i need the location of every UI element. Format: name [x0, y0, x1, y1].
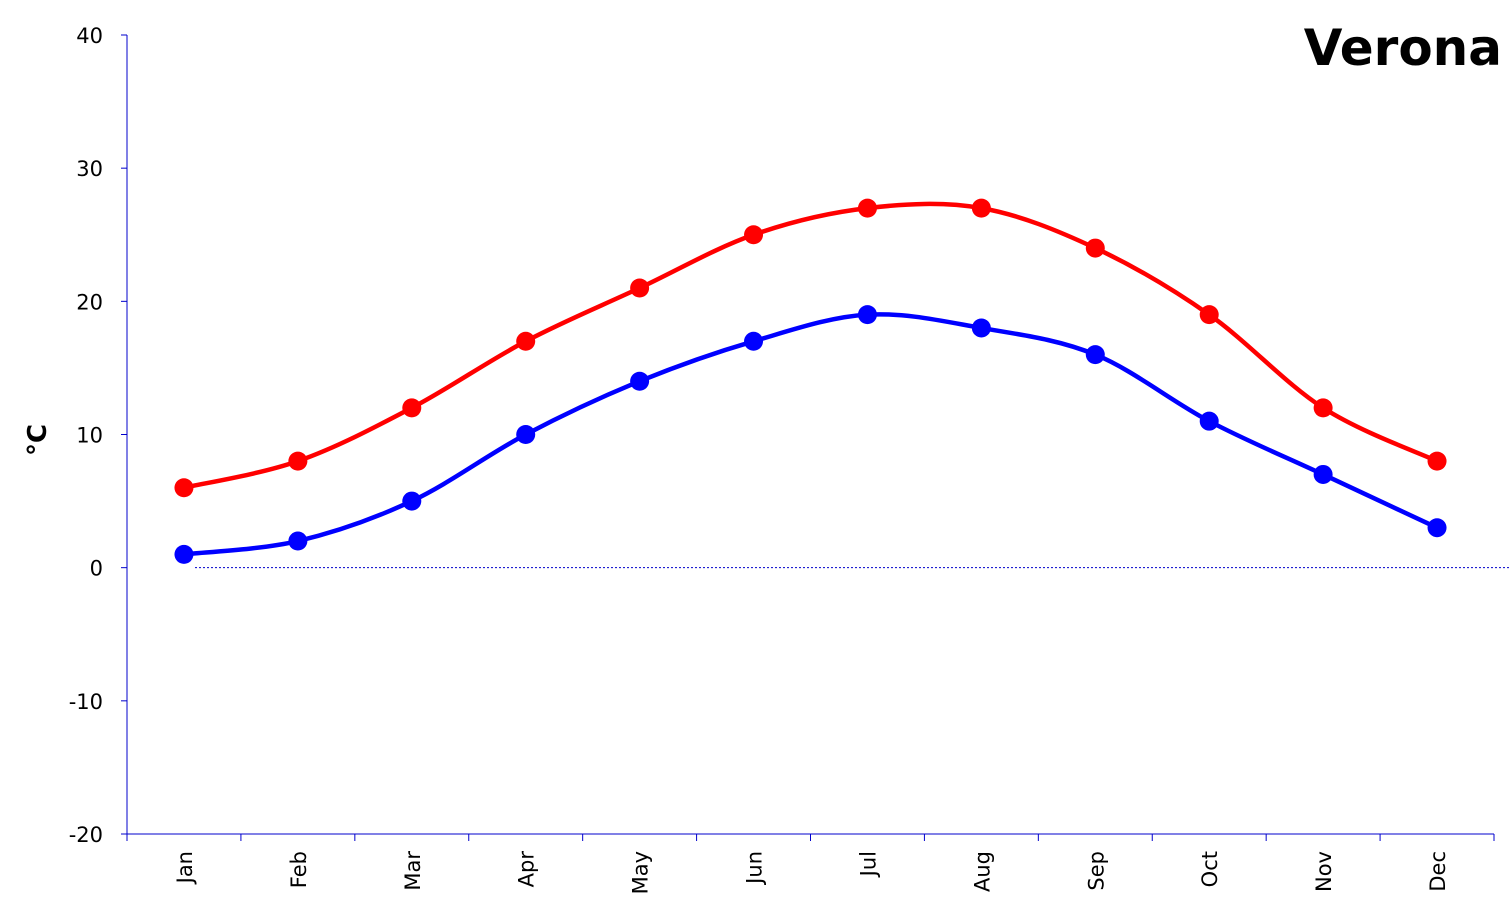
low-data-point: [857, 305, 877, 325]
low-data-point: [1313, 464, 1333, 484]
x-tick-label: Oct: [1198, 851, 1222, 887]
x-tick-label: Sep: [1084, 851, 1108, 891]
low-data-point: [288, 531, 308, 551]
low-data-point: [1085, 345, 1105, 365]
x-tick-label: Feb: [287, 851, 311, 888]
chart-title: Verona: [1304, 19, 1502, 77]
y-tick-label: 10: [76, 424, 103, 448]
y-tick-label: 30: [76, 157, 103, 181]
x-tick-label: May: [629, 851, 653, 894]
high-series-line: [183, 201, 1438, 490]
low-data-point: [1427, 518, 1447, 538]
low-data-point: [516, 425, 536, 444]
high-data-point: [1427, 451, 1447, 471]
high-data-point: [744, 225, 764, 245]
y-tick-label: 20: [76, 290, 103, 314]
x-tick-label: Aug: [970, 851, 994, 892]
high-data-point: [1199, 305, 1219, 325]
high-data-point: [857, 198, 877, 218]
low-data-point: [174, 544, 194, 564]
x-tick-label: Jun: [743, 851, 767, 886]
high-data-point: [1085, 238, 1105, 258]
y-tick-label: 40: [76, 24, 103, 48]
x-tick-label: Nov: [1312, 851, 1336, 892]
high-data-point: [971, 198, 991, 218]
high-data-point: [288, 451, 308, 471]
x-tick-label: Dec: [1426, 851, 1450, 892]
low-data-point: [744, 331, 764, 351]
x-tick-label: Mar: [401, 851, 425, 891]
y-tick-label: 0: [90, 557, 103, 581]
y-tick-label: -20: [69, 823, 103, 847]
high-data-point: [630, 278, 650, 298]
high-data-point: [516, 331, 536, 351]
low-data-point: [402, 491, 422, 511]
low-data-point: [1199, 411, 1219, 431]
high-data-point: [1313, 398, 1333, 418]
high-data-point: [402, 398, 422, 418]
low-data-point: [630, 371, 650, 391]
low-series-line: [183, 312, 1438, 557]
y-axis-label: °C: [23, 424, 53, 456]
x-tick-label: Jan: [173, 851, 197, 885]
x-tick-label: Jul: [856, 851, 880, 878]
high-data-point: [174, 478, 194, 498]
x-tick-label: Apr: [515, 851, 539, 888]
low-data-point: [971, 318, 991, 338]
y-tick-label: -10: [69, 690, 103, 714]
